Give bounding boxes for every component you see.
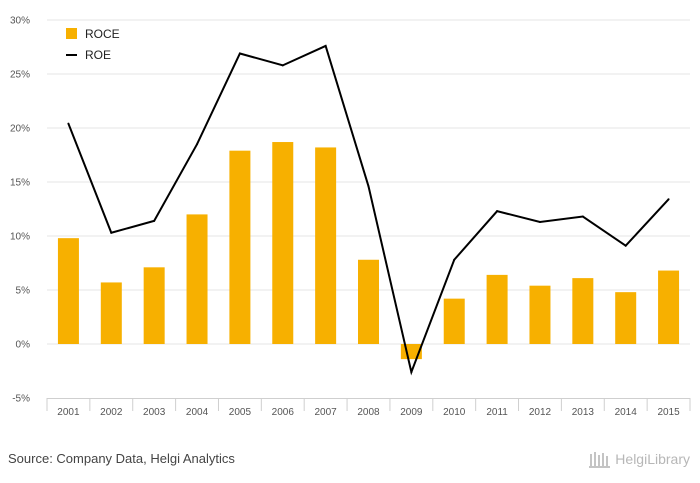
roe-point bbox=[453, 258, 456, 261]
roe-point bbox=[153, 219, 156, 222]
y-tick-label: 20% bbox=[10, 124, 30, 135]
roe-point bbox=[196, 143, 199, 146]
legend-label-roce: ROCE bbox=[85, 27, 120, 41]
chart: 30%25%20%15%10%5%0%-5% 2001 2002 2003 2004 2… bbox=[10, 16, 691, 418]
x-tick-label: 2004 bbox=[186, 407, 209, 418]
roce-bar bbox=[443, 298, 465, 344]
y-tick-label: 25% bbox=[10, 70, 30, 81]
x-tick-label: 2005 bbox=[229, 407, 252, 418]
roe-point bbox=[581, 215, 584, 218]
roce-bar bbox=[229, 150, 251, 344]
y-tick-label: -5% bbox=[12, 394, 30, 405]
roce-bar bbox=[100, 282, 122, 344]
roce-bar bbox=[272, 142, 294, 344]
roe-point bbox=[367, 185, 370, 188]
x-tick-label: 2013 bbox=[572, 407, 595, 418]
y-tick-label: 30% bbox=[10, 16, 30, 27]
y-axis-ticks: 30% 25% 20% 15% 10% 5% 0% -5% bbox=[10, 16, 30, 405]
x-tick-label: 2009 bbox=[400, 407, 423, 418]
y-tick-label: 5% bbox=[16, 286, 31, 297]
chart-footer: Source: Company Data, Helgi Analytics He… bbox=[0, 446, 700, 483]
roce-bar bbox=[658, 270, 680, 344]
x-axis: 2001 2002 2003 2004 2005 2006 2007 2008 2009 2010… bbox=[46, 398, 691, 418]
roe-point bbox=[496, 210, 499, 213]
y-tick-label: 0% bbox=[16, 340, 31, 351]
roe-point bbox=[67, 122, 70, 125]
x-tick-label: 2002 bbox=[100, 407, 123, 418]
source-note: Source: Company Data, Helgi Analytics bbox=[8, 451, 235, 466]
brand-logo: HelgiLibrary bbox=[589, 450, 690, 468]
brand-name: HelgiLibrary bbox=[615, 451, 690, 467]
roce-bars bbox=[57, 142, 680, 360]
x-tick-label: 2014 bbox=[615, 407, 638, 418]
x-tick-label: 2007 bbox=[315, 407, 338, 418]
y-tick-label: 10% bbox=[10, 232, 30, 243]
roe-point bbox=[238, 52, 241, 55]
roce-bar bbox=[486, 274, 508, 344]
legend-label-roe: ROE bbox=[85, 48, 111, 62]
x-tick-label: 2006 bbox=[272, 407, 295, 418]
x-tick-label: 2008 bbox=[357, 407, 380, 418]
roe-point bbox=[538, 220, 541, 223]
roe-point bbox=[110, 231, 113, 234]
roe-point bbox=[410, 371, 413, 374]
y-tick-label: 15% bbox=[10, 178, 30, 189]
x-tick-label: 2010 bbox=[443, 407, 466, 418]
roce-bar bbox=[529, 285, 551, 344]
roce-bar bbox=[186, 214, 208, 344]
roe-point bbox=[624, 244, 627, 247]
x-tick-label: 2003 bbox=[143, 407, 166, 418]
roe-point bbox=[667, 198, 670, 201]
roe-point bbox=[281, 64, 284, 67]
x-tick-label: 2012 bbox=[529, 407, 552, 418]
roe-point bbox=[324, 44, 327, 47]
legend: ROCE ROE bbox=[66, 27, 120, 62]
library-icon bbox=[589, 452, 611, 468]
roe-line-series bbox=[67, 44, 670, 376]
roce-bar bbox=[572, 278, 594, 344]
x-tick-label: 2001 bbox=[57, 407, 80, 418]
roce-bar bbox=[143, 267, 165, 344]
roce-bar bbox=[315, 147, 337, 344]
legend-swatch-roce bbox=[66, 28, 77, 39]
roce-bar bbox=[615, 292, 637, 344]
x-tick-label: 2011 bbox=[486, 407, 508, 418]
roce-bar bbox=[57, 238, 79, 344]
roce-bar bbox=[358, 259, 379, 344]
x-tick-label: 2015 bbox=[657, 407, 680, 418]
